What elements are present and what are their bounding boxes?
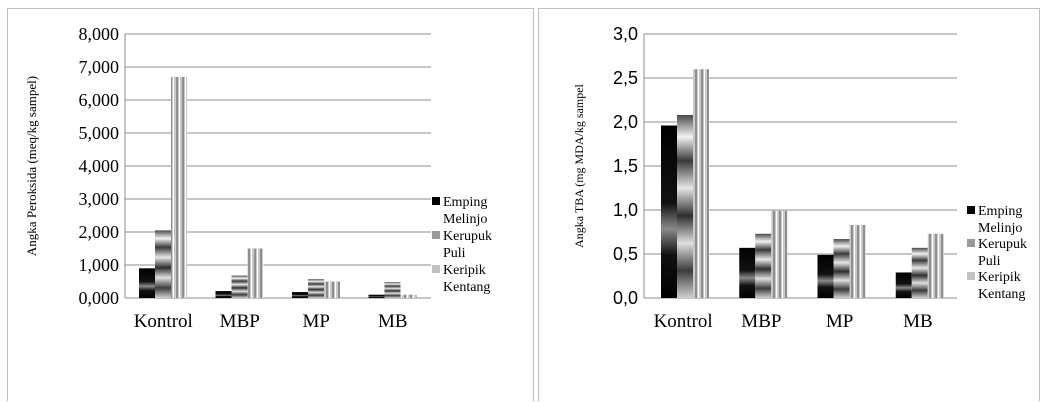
y-tick-label: 2,000 (79, 222, 120, 242)
legend-swatch (967, 206, 975, 214)
legend-label: Melinjo (978, 221, 1022, 236)
legend-label: Keripik (978, 270, 1021, 285)
x-tick-label: Kontrol (134, 311, 193, 332)
x-tick-label: MB (903, 311, 933, 332)
x-tick-label: MBP (220, 311, 260, 332)
legend-label: Emping (978, 204, 1022, 219)
y-tick-label: 0,000 (79, 288, 120, 308)
y-tick-label: 3,0 (613, 24, 638, 44)
legend-label: Emping (443, 195, 487, 210)
x-tick-label: Kontrol (654, 311, 713, 332)
bar-keripik-kentang-kontrol (693, 69, 709, 298)
bar-emping-melinjo-mb (895, 272, 912, 298)
y-tick-label: 0,5 (613, 244, 638, 264)
legend-swatch (432, 265, 440, 273)
bar-keripik-kentang-mbp (771, 210, 788, 298)
y-axis-title: Angka TBA (mg MDA/kg sampel (572, 83, 586, 247)
bar-emping-melinjo-mbp (739, 247, 756, 298)
legend-label: Puli (978, 254, 1001, 269)
tba-chart-panel: 0,0 0,5 1,0 1,5 2,0 2,5 3,0 Angka TBA (mg MDA/k… (538, 8, 1040, 401)
x-tick-label: MBP (741, 311, 781, 332)
legend-label: Kentang (443, 280, 490, 295)
legend-swatch (432, 197, 440, 205)
legend-label: Kerupuk (978, 237, 1027, 252)
y-axis-title: Angka Peroksida (meq/kg sampel) (24, 76, 39, 256)
y-tick-label: 7,000 (79, 57, 120, 77)
legend-swatch (967, 272, 975, 280)
legend-label: Kerupuk (443, 229, 492, 244)
legend-label: Kentang (978, 287, 1025, 302)
peroxide-chart: 0,000 1,000 2,000 3,000 4,000 5,000 6,000 7,000… (24, 24, 492, 332)
bar-kerupuk-puli-kontrol (155, 230, 171, 298)
x-tick-label: MP (826, 311, 853, 332)
bar-emping-melinjo-mb (368, 294, 385, 298)
bar-keripik-kentang-kontrol (171, 76, 187, 299)
y-tick-label: 5,000 (79, 123, 120, 143)
y-tick-label: 6,000 (79, 90, 120, 110)
x-tick-label: MP (303, 311, 330, 332)
bar-emping-melinjo-kontrol (139, 268, 155, 298)
y-tick-label: 1,000 (79, 255, 120, 275)
y-tick-label: 4,000 (79, 156, 120, 176)
bar-kerupuk-puli-mbp (231, 275, 248, 298)
y-tick-label: 2,5 (613, 68, 638, 88)
y-tick-label: 8,000 (79, 24, 120, 44)
bar-emping-melinjo-kontrol (661, 125, 677, 299)
y-tick-label: 2,0 (613, 112, 638, 132)
legend-label: Puli (443, 246, 466, 261)
y-tick-label: 3,000 (79, 189, 120, 209)
bar-keripik-kentang-mb (400, 294, 417, 298)
y-tick-label: 0,0 (613, 288, 638, 308)
bar-kerupuk-puli-mp (308, 279, 324, 298)
bar-kerupuk-puli-kontrol (677, 114, 693, 299)
bar-kerupuk-puli-mbp (755, 233, 772, 298)
legend-swatch (967, 239, 975, 247)
bar-emping-melinjo-mp (817, 254, 834, 298)
peroxide-chart-panel: 0,000 1,000 2,000 3,000 4,000 5,000 6,000 7,000… (7, 8, 534, 401)
bar-kerupuk-puli-mb (911, 247, 928, 298)
bar-kerupuk-puli-mp (833, 239, 850, 298)
y-tick-label: 1,5 (613, 156, 638, 176)
legend-label: Keripik (443, 263, 486, 278)
bar-emping-melinjo-mp (292, 292, 308, 298)
x-tick-label: MB (378, 311, 408, 332)
legend-swatch (432, 231, 440, 239)
y-tick-label: 1,0 (613, 200, 638, 220)
bar-kerupuk-puli-mb (384, 282, 401, 298)
bar-keripik-kentang-mb (927, 233, 944, 298)
legend-label: Melinjo (443, 212, 487, 227)
tba-chart: 0,0 0,5 1,0 1,5 2,0 2,5 3,0 Angka TBA (mg MDA/k… (572, 24, 1027, 332)
bar-emping-melinjo-mbp (215, 291, 232, 298)
bar-keripik-kentang-mp (849, 224, 866, 298)
bar-keripik-kentang-mbp (247, 248, 264, 298)
bar-keripik-kentang-mp (324, 281, 340, 298)
